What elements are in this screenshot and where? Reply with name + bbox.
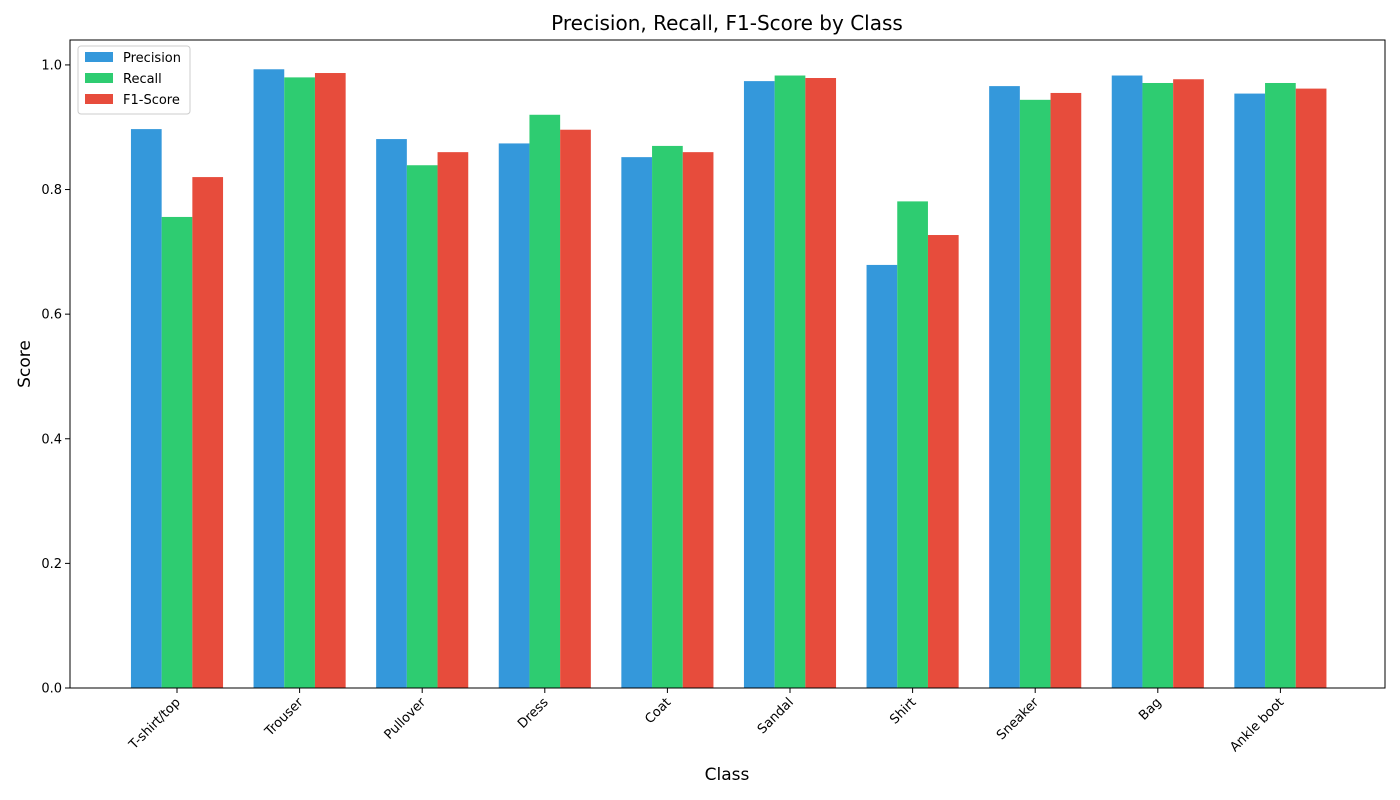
y-axis: 0.0 0.2 0.4 0.6 0.8 1.0 [41, 58, 70, 697]
bar-f1-score-9 [1295, 88, 1327, 689]
bar-recall-5 [774, 75, 806, 688]
bar-precision-6 [866, 264, 898, 688]
bar-recall-7 [1019, 99, 1051, 688]
y-axis-label: Score [15, 340, 35, 388]
y-tick-label: 0.8 [41, 183, 62, 198]
legend-swatch [85, 73, 113, 83]
bar-recall-1 [284, 77, 315, 688]
bar-precision-7 [989, 86, 1020, 689]
bar-f1-score-2 [437, 152, 469, 688]
legend-label: Recall [123, 72, 162, 87]
bar-f1-score-6 [927, 235, 959, 688]
bar-recall-6 [897, 201, 928, 688]
bar-precision-5 [743, 81, 775, 689]
y-tick-label: 0.6 [41, 308, 62, 323]
chart-title: Precision, Recall, F1-Score by Class [551, 11, 903, 35]
x-tick-label: T-shirt/top [126, 695, 184, 753]
x-tick-label: Bag [1136, 695, 1164, 723]
bar-recall-9 [1265, 82, 1296, 689]
bar-recall-2 [406, 165, 438, 689]
legend-swatch [85, 94, 113, 104]
bar-recall-0 [161, 216, 193, 688]
x-tick-label: Coat [642, 695, 674, 727]
bar-precision-8 [1111, 75, 1143, 688]
x-axis: T-shirt/top Trouser Pullover Dress Coat Sanda… [126, 688, 1287, 755]
x-tick-label: Ankle boot [1227, 695, 1287, 755]
x-tick-label: Sneaker [994, 695, 1042, 743]
x-axis-label: Class [705, 765, 750, 785]
bar-f1-score-0 [192, 177, 224, 688]
bar-f1-score-3 [560, 129, 591, 689]
bar-recall-3 [529, 114, 561, 688]
legend-label: Precision [123, 51, 181, 66]
x-tick-label: Sandal [755, 695, 797, 737]
bar-precision-2 [376, 139, 407, 688]
x-tick-label: Shirt [887, 695, 919, 727]
bar-recall-8 [1142, 82, 1174, 689]
y-tick-label: 0.2 [41, 557, 62, 572]
bar-recall-4 [652, 145, 683, 689]
bar-f1-score-1 [314, 73, 346, 688]
plot-frame [69, 39, 1386, 689]
bar-precision-3 [498, 143, 530, 688]
x-tick-label: Trouser [262, 695, 307, 740]
bar-f1-score-8 [1173, 79, 1204, 688]
x-tick-label: Pullover [382, 695, 430, 743]
bar-precision-1 [253, 69, 285, 688]
x-tick-label: Dress [515, 695, 552, 732]
y-tick-label: 0.0 [41, 682, 62, 697]
legend-swatch [85, 52, 113, 62]
y-tick-label: 1.0 [41, 58, 62, 73]
bars-layer [130, 69, 1327, 689]
bar-f1-score-4 [682, 152, 714, 688]
legend: Precision Recall F1-Score [77, 45, 191, 115]
bar-f1-score-5 [805, 78, 837, 688]
legend-label: F1-Score [123, 93, 180, 108]
bar-precision-9 [1234, 93, 1266, 688]
y-tick-label: 0.4 [41, 432, 62, 447]
bar-precision-4 [621, 157, 653, 688]
bar-f1-score-7 [1050, 92, 1082, 688]
bar-precision-0 [130, 129, 162, 689]
